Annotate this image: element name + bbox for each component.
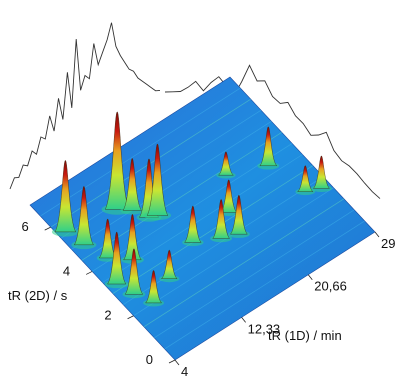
y-tick-mark [85,271,93,275]
y-tick-mark [44,226,51,231]
projection-2d-trace [9,22,161,190]
x-tick-label: 29 [381,236,395,251]
x-tick-label: 20,66 [314,279,347,294]
surface-ridge [71,120,272,250]
y-tick-mark [168,359,176,364]
surface-peak [230,194,248,235]
projection-1d-trace [164,64,381,199]
surface-peak [124,248,144,295]
x-tick-mark [374,231,380,238]
y-tick-label: 2 [104,308,111,323]
y-axis-label: tR (2D) / s [8,288,68,303]
surface-peak [145,270,163,304]
surface-peak [297,165,314,192]
surface-peaks [51,111,332,307]
surface-peak [98,218,117,259]
surface-peak [312,155,330,189]
surface-peak [217,151,234,176]
surface-peak [184,205,202,243]
x-tick-mark [174,359,180,366]
x-tick-label: 4 [181,364,188,378]
surface-peak [259,126,278,166]
x-tick-mark [307,274,313,280]
surface-peak [54,160,77,233]
surface-ridge [40,87,241,217]
surface-peak [104,111,130,210]
projection-line [9,22,161,190]
surface-peak [73,186,94,246]
surface-ridge [154,209,355,339]
y-tick-label: 6 [21,219,28,234]
surface-peak [122,158,142,211]
y-tick-label: 4 [63,263,70,278]
surface-ridge [133,187,334,317]
surface-peak [160,249,178,279]
x-tick-mark [241,317,246,323]
surface-peak [212,199,231,239]
y-tick-mark [127,315,134,320]
x-axis-ticks: 4 12,33 20,66 29 [174,231,395,378]
y-tick-label: 0 [146,352,153,367]
x-axis-label: tR (1D) / min [268,328,342,343]
surface-peak [220,179,238,213]
surface-ridge [143,198,345,328]
y-axis-ticks: 0 2 4 6 [21,219,176,367]
surface-ridge [112,165,314,294]
surface-ridge [164,220,365,350]
surface-peak [146,143,169,216]
surface-peak [107,231,127,285]
surface-peak [123,214,142,261]
x-tick-label: 12,33 [248,321,281,336]
projection-line [164,64,381,199]
